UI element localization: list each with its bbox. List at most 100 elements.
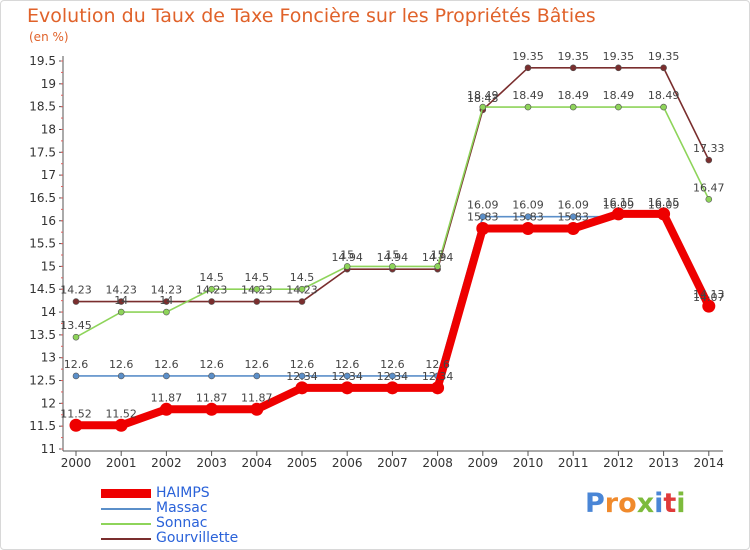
data-label-gourvillette: 19.35 (512, 50, 544, 63)
data-point-sonnac (117, 308, 125, 316)
x-tick-label: 2012 (603, 456, 634, 470)
data-point-sonnac (569, 103, 577, 111)
data-label-sonnac: 15 (431, 248, 445, 261)
data-label-haimps: 12.34 (422, 370, 454, 383)
x-tick-label: 2005 (287, 456, 318, 470)
series-layer (69, 64, 716, 432)
data-label-sonnac: 18.49 (467, 89, 499, 102)
y-tick-label: 18.5 (29, 100, 56, 114)
x-tick-label: 2011 (558, 456, 589, 470)
data-label-haimps: 11.87 (196, 391, 228, 404)
y-tick-label: 14.5 (29, 282, 56, 296)
legend-item-sonnac[interactable]: Sonnac (101, 515, 341, 531)
data-label-haimps: 12.34 (331, 370, 363, 383)
data-label-gourvillette: 14.23 (60, 284, 92, 297)
data-label-gourvillette: 14.23 (286, 284, 318, 297)
data-point-gourvillette (72, 298, 80, 305)
y-tick-label: 17 (41, 168, 56, 182)
data-label-haimps: 15.83 (557, 211, 589, 224)
legend: HAIMPS Massac Sonnac Gourvillette (101, 485, 341, 546)
x-tick-label: 2001 (106, 456, 137, 470)
data-point-haimps (657, 207, 671, 221)
legend-label-sonnac: Sonnac (156, 515, 208, 531)
data-point-haimps (611, 207, 625, 221)
data-label-massac: 16.09 (557, 199, 589, 212)
data-label-sonnac: 18.49 (557, 89, 589, 102)
logo-letter: P (585, 488, 605, 519)
legend-swatch-haimps (101, 489, 151, 498)
logo-letter: t (663, 488, 677, 519)
data-point-massac (569, 213, 577, 220)
x-tick-label: 2009 (468, 456, 499, 470)
data-point-sonnac (524, 103, 532, 111)
data-point-haimps (702, 299, 716, 313)
y-tick-label: 19.5 (29, 54, 56, 68)
data-point-massac (72, 372, 80, 380)
data-point-sonnac (163, 308, 170, 316)
logo-letter: r (604, 488, 619, 519)
data-point-gourvillette (569, 64, 577, 72)
legend-swatch-massac (101, 508, 151, 510)
x-tick-label: 2007 (377, 456, 408, 470)
x-tick-label: 2014 (694, 456, 725, 470)
data-label-massac: 12.6 (245, 358, 270, 371)
data-point-haimps (250, 402, 264, 416)
data-label-haimps: 11.52 (105, 407, 137, 420)
data-point-massac (208, 372, 215, 380)
data-label-sonnac: 13.45 (60, 319, 92, 332)
y-tick-label: 12 (41, 396, 56, 410)
legend-item-gourvillette[interactable]: Gourvillette (101, 530, 341, 546)
data-point-gourvillette (298, 298, 306, 305)
data-point-massac (389, 372, 396, 380)
data-label-sonnac: 14 (114, 294, 128, 307)
y-tick-label: 13.5 (29, 328, 56, 342)
x-tick-label: 2000 (61, 456, 92, 470)
data-point-sonnac (72, 333, 80, 341)
data-label-gourvillette: 18.43 (467, 92, 499, 105)
data-point-haimps (431, 381, 445, 395)
data-label-gourvillette: 14.94 (377, 251, 409, 264)
legend-item-massac[interactable]: Massac (101, 500, 341, 516)
legend-swatch-gourvillette (101, 538, 151, 540)
data-point-sonnac (434, 263, 441, 270)
y-tick-label: 11 (41, 442, 56, 456)
y-tick-label: 11.5 (29, 419, 56, 433)
legend-item-haimps[interactable]: HAIMPS (101, 485, 341, 501)
data-point-massac (479, 213, 487, 220)
data-label-massac: 12.6 (425, 358, 450, 371)
data-label-massac: 12.6 (64, 358, 89, 371)
data-point-haimps (340, 381, 354, 395)
data-label-sonnac: 18.49 (603, 89, 635, 102)
data-label-massac: 12.6 (335, 358, 360, 371)
data-label-massac: 16.09 (603, 199, 635, 212)
y-tick-label: 12.5 (29, 374, 56, 388)
data-label-haimps: 12.34 (377, 370, 409, 383)
data-point-haimps (69, 418, 83, 432)
data-point-haimps (476, 222, 490, 236)
data-label-gourvillette: 14.94 (422, 251, 454, 264)
data-label-sonnac: 14.5 (290, 271, 315, 284)
legend-label-massac: Massac (156, 500, 208, 516)
data-label-gourvillette: 14.23 (196, 284, 228, 297)
data-point-massac (163, 372, 170, 380)
chart-title: Evolution du Taux de Taxe Foncière sur l… (27, 5, 596, 27)
data-label-gourvillette: 14.23 (241, 284, 273, 297)
data-label-massac: 12.6 (199, 358, 224, 371)
data-label-massac: 12.6 (380, 358, 405, 371)
y-tick-label: 15.5 (29, 237, 56, 251)
data-point-sonnac (208, 285, 215, 293)
y-tick-label: 16 (41, 214, 56, 228)
data-point-massac (343, 372, 351, 380)
y-tick-label: 13 (41, 351, 56, 365)
data-label-massac: 12.6 (109, 358, 134, 371)
data-label-sonnac: 18.49 (648, 89, 680, 102)
data-label-gourvillette: 19.35 (557, 50, 589, 63)
data-label-gourvillette: 19.35 (603, 50, 635, 63)
data-point-haimps (295, 381, 309, 395)
data-point-haimps (159, 402, 173, 416)
x-tick-label: 2003 (196, 456, 227, 470)
data-point-sonnac (705, 196, 713, 203)
data-label-massac: 16.09 (512, 199, 544, 212)
x-tick-label: 2004 (242, 456, 273, 470)
